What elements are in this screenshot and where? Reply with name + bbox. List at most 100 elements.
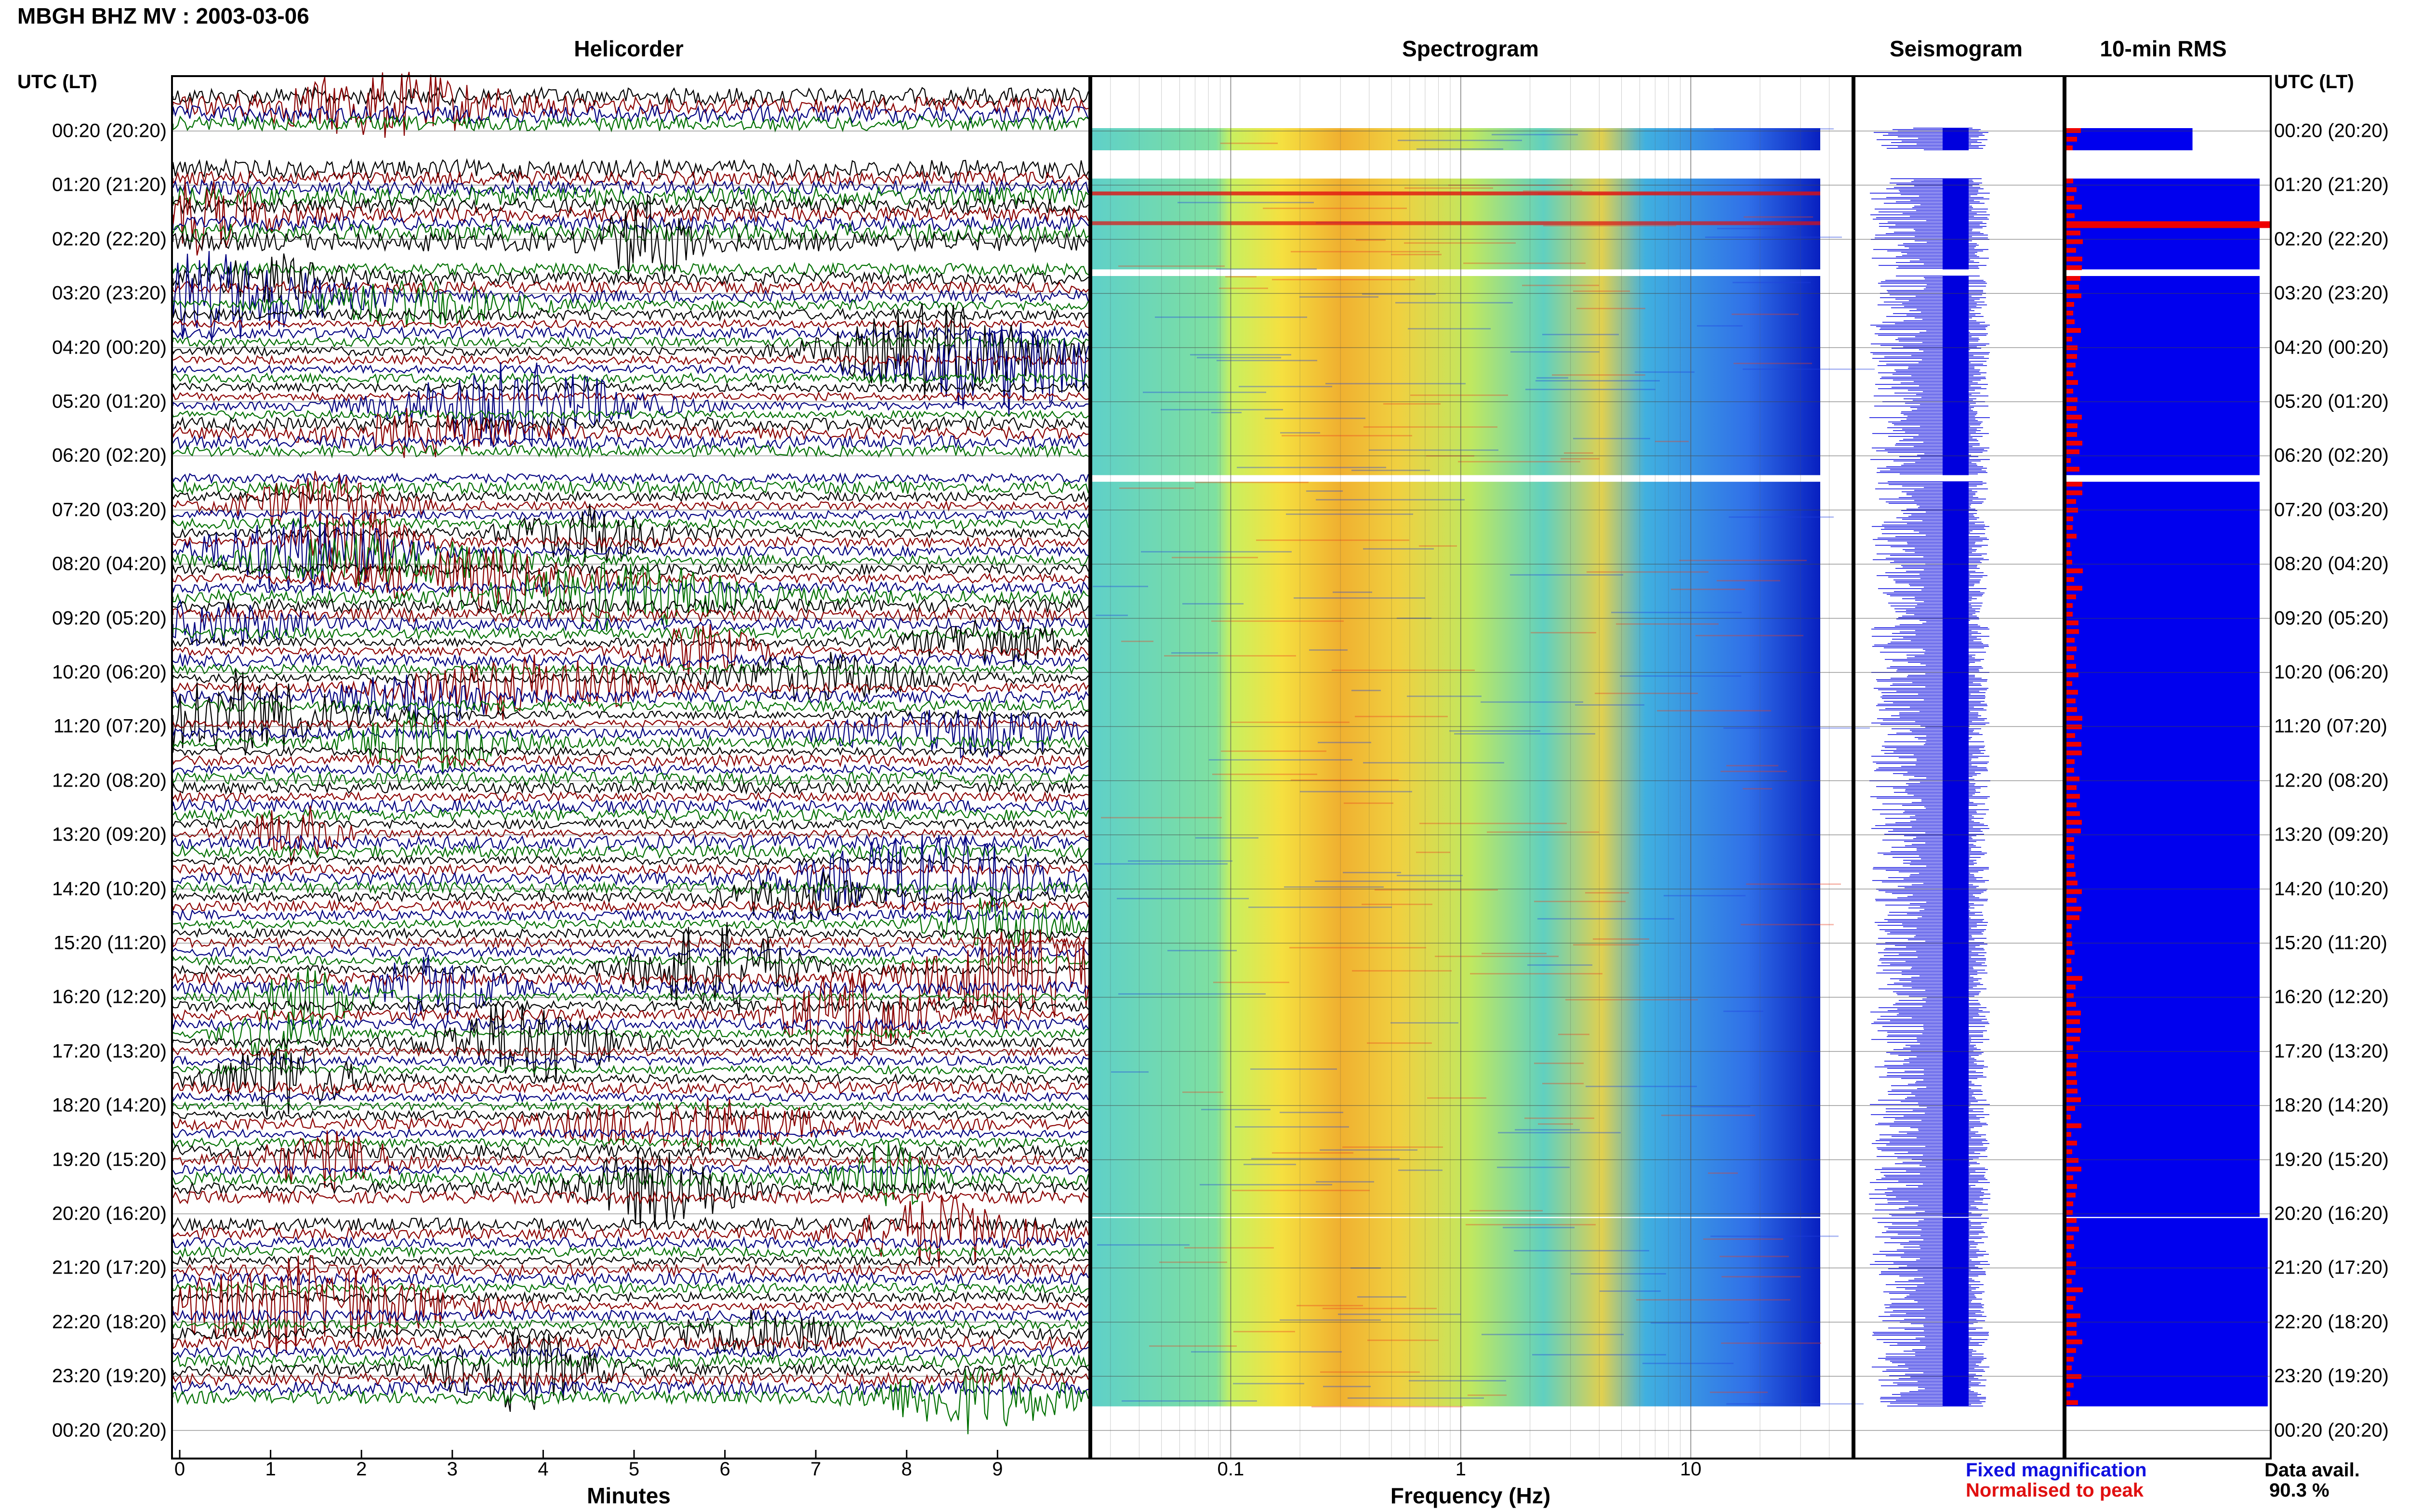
helicorder-trace (172, 1141, 1089, 1207)
helicorder-trace (172, 929, 1089, 1029)
rms-bar-normalised (2066, 837, 2074, 842)
spectrogram-streak (1190, 354, 1291, 355)
time-label-right: 13:20 (09:20) (2274, 824, 2389, 845)
spectrogram-streak (1325, 383, 1466, 384)
spectrogram-streak (1635, 371, 1694, 373)
spectrogram-streak (1233, 1331, 1295, 1332)
helicorder-trace (172, 562, 1089, 577)
spectrogram-streak (1537, 918, 1674, 920)
rms-bar-normalised (2066, 560, 2072, 565)
spectrogram-streak (1575, 704, 1644, 706)
spectrogram-streak (1717, 228, 1797, 229)
time-label-right: 05:20 (01:20) (2274, 391, 2389, 412)
time-label-left: 18:20 (14:20) (52, 1094, 167, 1116)
helicorder-trace (172, 1004, 1089, 1083)
helicorder-trace (172, 1017, 1089, 1032)
time-label-left: 10:20 (06:20) (52, 661, 167, 683)
spectrogram-streak (1121, 641, 1153, 642)
time-label-right: 21:20 (17:20) (2274, 1257, 2389, 1278)
rms-bar-normalised (2066, 967, 2072, 973)
time-label-left: 07:20 (03:20) (52, 499, 167, 521)
rms-bar-normalised (2066, 1201, 2073, 1207)
spectrogram-streak (1565, 999, 1698, 1000)
rms-bar-normalised (2066, 1278, 2072, 1284)
helicorder-trace (172, 1097, 1089, 1155)
spectrogram-streak (1294, 597, 1425, 599)
rms-bar-normalised (2066, 1063, 2077, 1068)
spectrogram-streak (1717, 580, 1780, 581)
helicorder-trace (172, 472, 1089, 486)
helicorder-tick-label: 1 (265, 1459, 276, 1480)
helicorder-trace (172, 158, 1089, 180)
rms-bar-normalised (2066, 959, 2071, 964)
time-label-left: 11:20 (07:20) (53, 715, 167, 737)
time-label-right: 19:20 (15:20) (2274, 1149, 2389, 1170)
spectrogram-streak (1306, 490, 1343, 492)
legend-normalised: Normalised to peak (1966, 1480, 2144, 1501)
spectrogram-streak (1503, 1227, 1575, 1228)
helicorder-trace (172, 834, 1089, 923)
rms-bar-normalised (2066, 311, 2073, 316)
helicorder-tick-label: 6 (719, 1459, 730, 1480)
rms-bar-normalised (2066, 1175, 2073, 1181)
spectrogram-streak (1600, 1290, 1661, 1292)
spectrogram-image (1092, 128, 1875, 1407)
spectrogram-segment (1092, 276, 1820, 475)
time-label-right: 07:20 (03:20) (2274, 499, 2389, 521)
helicorder-trace (172, 222, 1089, 243)
spectrogram-streak (1611, 612, 1742, 613)
spectrogram-streak (1280, 1112, 1343, 1113)
spectrogram-streak (1552, 374, 1645, 376)
spectrogram-streak (1691, 1106, 1750, 1107)
helicorder-trace (172, 763, 1089, 776)
helicorder-trace (172, 1008, 1088, 1065)
spectrogram-streak (1538, 1123, 1573, 1125)
rms-bar-normalised (2066, 898, 2077, 903)
helicorder-trace (172, 1128, 1089, 1140)
helicorder-trace (172, 322, 1089, 416)
spectrogram-streak (1404, 187, 1493, 189)
time-label-right: 04:20 (00:20) (2274, 337, 2389, 358)
seismogram-trace (1869, 128, 1990, 1407)
spectrogram-streak (1714, 128, 1834, 130)
rms-bar-normalised (2066, 863, 2074, 868)
time-label-left: 22:20 (18:20) (52, 1311, 167, 1333)
time-label-right: 10:20 (06:20) (2274, 661, 2389, 683)
helicorder-trace (172, 253, 1089, 303)
spectrogram-streak (1167, 950, 1237, 951)
helicorder-trace (172, 626, 1089, 641)
spectrogram-streak (1535, 380, 1660, 381)
rms-bar-normalised (2066, 1167, 2081, 1172)
spectrogram-streak (1323, 1386, 1371, 1387)
helicorder-trace (172, 354, 1089, 366)
spectrogram-streak (1534, 1063, 1584, 1064)
helicorder-trace (172, 1262, 1089, 1278)
spectrogram-streak (1363, 426, 1497, 428)
rms-bar-normalised (2066, 811, 2080, 816)
time-label-right: 00:20 (20:20) (2274, 120, 2389, 142)
helicorder-trace (172, 1144, 1089, 1160)
spectrogram-streak (1367, 1340, 1439, 1341)
rms-bar-normalised (2066, 1011, 2081, 1016)
time-label-right: 14:20 (10:20) (2274, 878, 2389, 900)
spectrogram-streak (1571, 1273, 1666, 1275)
spectrogram-streak (1558, 1034, 1589, 1035)
spectrogram-streak (1235, 1126, 1349, 1128)
rms-bar-normalised (2066, 828, 2081, 834)
helicorder-trace (172, 655, 1089, 721)
time-label-right: 00:20 (20:20) (2274, 1420, 2389, 1441)
rms-bar-normalised (2066, 1252, 2071, 1258)
spectrogram-streak (1664, 895, 1746, 896)
data-avail-value: 90.3 % (2269, 1480, 2330, 1501)
helicorder-trace (172, 624, 1089, 676)
spectrogram-streak (1220, 143, 1278, 144)
spectrogram-streak (1352, 970, 1452, 972)
time-label-right: 01:20 (21:20) (2274, 174, 2389, 196)
rms-bar-normalised (2066, 759, 2075, 764)
spectrogram-streak (1542, 334, 1619, 335)
spectrogram-streak (1726, 765, 1778, 766)
spectrogram-segment (1092, 128, 1820, 151)
helicorder-trace (172, 817, 1089, 831)
spectrogram-streak (1118, 993, 1266, 995)
rms-bar-normalised (2066, 568, 2083, 574)
